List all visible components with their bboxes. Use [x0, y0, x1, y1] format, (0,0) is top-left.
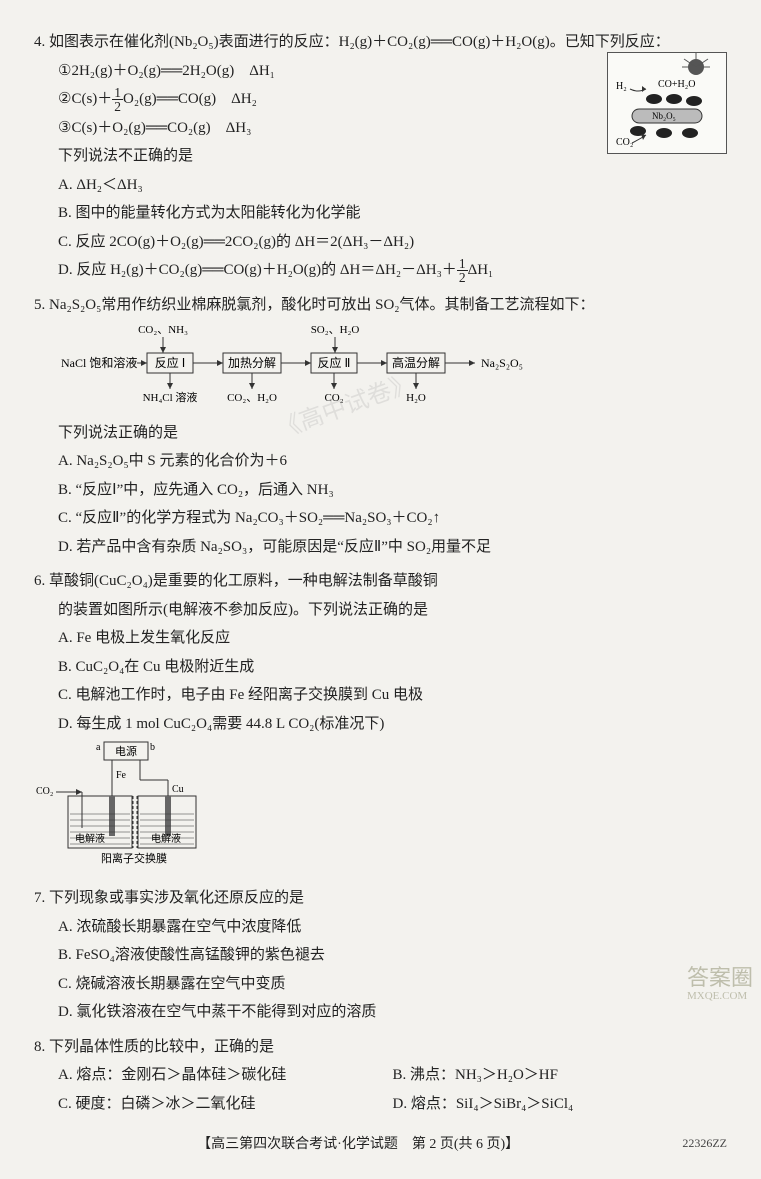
- q6-stem-1: 6. 草酸铜(CuC₂O₄)是重要的化工原料，一种电解法制备草酸铜: [34, 567, 727, 596]
- svg-text:SO₂、H₂O: SO₂、H₂O: [310, 324, 359, 336]
- q4-opt-c: C. 反应 2CO(g)＋O₂(g)══2CO₂(g)的 ΔH＝2(ΔH₃－ΔH…: [34, 228, 727, 257]
- svg-text:电源: 电源: [115, 744, 137, 758]
- q8-opt-c: C. 硬度：白磷＞冰＞二氧化硅: [58, 1090, 393, 1119]
- fig-label-cohho: CO+H₂O: [658, 79, 695, 90]
- svg-text:Fe: Fe: [116, 770, 127, 781]
- svg-text:H₂O: H₂O: [406, 392, 426, 404]
- q5-flowchart: CO₂、NH₃ NaCl 饱和溶液 反应 Ⅰ NH₄Cl 溶液 加热分解 CO₂…: [34, 323, 727, 413]
- q7-opt-b: B. FeSO₄溶液使酸性高锰酸钾的紫色褪去: [34, 941, 727, 970]
- svg-text:电解液: 电解液: [75, 832, 105, 845]
- svg-text:CO₂: CO₂: [324, 392, 343, 404]
- q8-opt-a: A. 熔点：金刚石＞晶体硅＞碳化硅: [58, 1061, 393, 1090]
- question-6: 6. 草酸铜(CuC₂O₄)是重要的化工原料，一种电解法制备草酸铜 的装置如图所…: [34, 567, 727, 878]
- q5-opt-b: B. “反应Ⅰ”中，应先通入 CO₂，后通入 NH₃: [34, 476, 727, 505]
- svg-text:CO₂、H₂O: CO₂、H₂O: [227, 392, 277, 404]
- corner-watermark: 答案圈 MXQE.COM: [687, 966, 753, 1002]
- fig-label-co2: CO₂: [616, 137, 633, 148]
- q8-row-2: C. 硬度：白磷＞冰＞二氧化硅 D. 熔点：SiI₄＞SiBr₄＞SiCl₄: [34, 1090, 727, 1119]
- corner-line2: MXQE.COM: [687, 990, 753, 1002]
- q6-opt-b: B. CuC₂O₄在 Cu 电极附近生成: [34, 653, 727, 682]
- q5-stem: 5. Na₂S₂O₅常用作纺织业棉麻脱氯剂，酸化时可放出 SO₂气体。其制备工艺…: [34, 291, 727, 320]
- q8-stem: 8. 下列晶体性质的比较中，正确的是: [34, 1033, 727, 1062]
- question-5: 5. Na₂S₂O₅常用作纺织业棉麻脱氯剂，酸化时可放出 SO₂气体。其制备工艺…: [34, 291, 727, 562]
- question-8: 8. 下列晶体性质的比较中，正确的是 A. 熔点：金刚石＞晶体硅＞碳化硅 B. …: [34, 1033, 727, 1119]
- svg-text:NH₄Cl 溶液: NH₄Cl 溶液: [142, 390, 197, 404]
- page-footer: 【高三第四次联合考试·化学试题 第 2 页(共 6 页)】 22326ZZ: [34, 1132, 727, 1159]
- q6-opt-d: D. 每生成 1 mol CuC₂O₄需要 44.8 L CO₂(标准况下): [34, 710, 727, 739]
- q4-opt-b: B. 图中的能量转化方式为太阳能转化为化学能: [34, 199, 727, 228]
- fraction-half-icon: 12: [112, 86, 123, 114]
- q8-row-1: A. 熔点：金刚石＞晶体硅＞碳化硅 B. 沸点：NH₃＞H₂O＞HF: [34, 1061, 727, 1090]
- q5-lead: 下列说法正确的是: [34, 419, 727, 448]
- flowchart-icon: CO₂、NH₃ NaCl 饱和溶液 反应 Ⅰ NH₄Cl 溶液 加热分解 CO₂…: [55, 323, 655, 407]
- q4-figure: H₂ CO+H₂O Nb₂O₅ CO₂: [607, 52, 727, 154]
- q6-stem-2: 的装置如图所示(电解液不参加反应)。下列说法正确的是: [34, 596, 727, 625]
- svg-text:高温分解: 高温分解: [392, 355, 440, 370]
- svg-text:NaCl 饱和溶液: NaCl 饱和溶液: [61, 355, 137, 370]
- q6-opt-a: A. Fe 电极上发生氧化反应: [34, 624, 727, 653]
- fraction-half-icon: 12: [457, 257, 468, 285]
- svg-text:电解液: 电解液: [151, 832, 181, 845]
- fig-label-h2: H₂: [616, 81, 627, 92]
- catalyst-diagram-icon: H₂ CO+H₂O Nb₂O₅ CO₂: [608, 53, 726, 153]
- svg-text:CO₂: CO₂: [36, 786, 53, 797]
- q7-opt-c: C. 烧碱溶液长期暴露在空气中变质: [34, 970, 727, 999]
- q5-opt-a: A. Na₂S₂O₅中 S 元素的化合价为＋6: [34, 447, 727, 476]
- svg-text:b: b: [150, 742, 155, 753]
- q4-eq2-post: O₂(g)══CO(g) ΔH₂: [123, 91, 257, 107]
- q7-opt-a: A. 浓硫酸长期暴露在空气中浓度降低: [34, 913, 727, 942]
- svg-text:阳离子交换膜: 阳离子交换膜: [101, 851, 167, 865]
- q4-opt-d: D. 反应 H₂(g)＋CO₂(g)══CO(g)＋H₂O(g)的 ΔH＝ΔH₂…: [34, 256, 727, 285]
- q6-figure: 电源 a b Fe Cu CO₂: [34, 738, 204, 878]
- svg-text:a: a: [96, 742, 101, 753]
- svg-text:CO₂、NH₃: CO₂、NH₃: [138, 324, 188, 336]
- q8-opt-b: B. 沸点：NH₃＞H₂O＞HF: [393, 1061, 728, 1090]
- footer-code: 22326ZZ: [682, 1132, 727, 1155]
- q5-opt-d: D. 若产品中含有杂质 Na₂SO₃，可能原因是“反应Ⅱ”中 SO₂用量不足: [34, 533, 727, 562]
- electrolysis-diagram-icon: 电源 a b Fe Cu CO₂: [34, 738, 204, 878]
- q4-opt-a: A. ΔH₂＜ΔH₃: [34, 171, 727, 200]
- q7-stem: 7. 下列现象或事实涉及氧化还原反应的是: [34, 884, 727, 913]
- svg-text:反应 Ⅱ: 反应 Ⅱ: [317, 355, 350, 370]
- footer-text: 【高三第四次联合考试·化学试题 第 2 页(共 6 页)】: [197, 1137, 519, 1152]
- q4-eq2-pre: ②C(s)＋: [58, 91, 112, 107]
- corner-line1: 答案圈: [687, 966, 753, 990]
- question-4: 4. 如图表示在催化剂(Nb₂O₅)表面进行的反应：H₂(g)＋CO₂(g)══…: [34, 28, 727, 285]
- q4-d-post: ΔH₁: [468, 262, 494, 278]
- question-7: 7. 下列现象或事实涉及氧化还原反应的是 A. 浓硫酸长期暴露在空气中浓度降低 …: [34, 884, 727, 1027]
- q4-d-pre: D. 反应 H₂(g)＋CO₂(g)══CO(g)＋H₂O(g)的 ΔH＝ΔH₂…: [58, 262, 457, 278]
- fig-label-nb2o5: Nb₂O₅: [652, 111, 676, 121]
- q7-opt-d: D. 氯化铁溶液在空气中蒸干不能得到对应的溶质: [34, 998, 727, 1027]
- q6-opt-c: C. 电解池工作时，电子由 Fe 经阳离子交换膜到 Cu 电极: [34, 681, 727, 710]
- svg-text:加热分解: 加热分解: [228, 356, 276, 370]
- svg-text:反应 Ⅰ: 反应 Ⅰ: [155, 355, 186, 370]
- svg-text:Na₂S₂O₅: Na₂S₂O₅: [481, 356, 523, 370]
- q8-opt-d: D. 熔点：SiI₄＞SiBr₄＞SiCl₄: [393, 1090, 728, 1119]
- q5-opt-c: C. “反应Ⅱ”的化学方程式为 Na₂CO₃＋SO₂══Na₂SO₃＋CO₂↑: [34, 504, 727, 533]
- svg-text:Cu: Cu: [172, 784, 184, 795]
